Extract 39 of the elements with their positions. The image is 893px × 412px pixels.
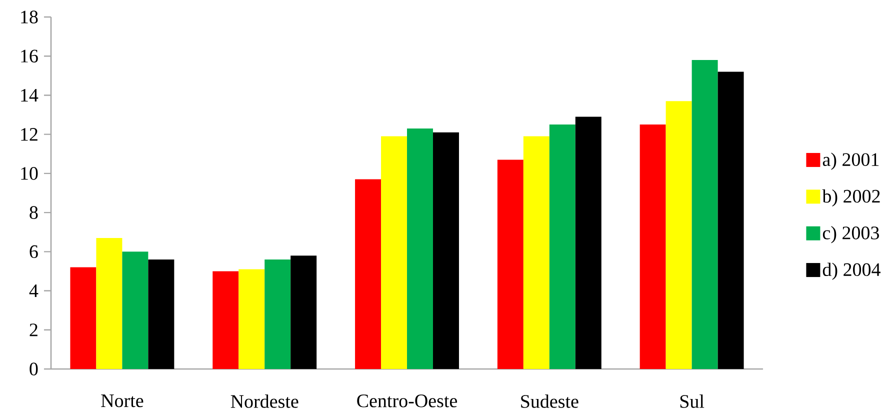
bar bbox=[122, 252, 148, 369]
bar bbox=[692, 60, 718, 369]
bar bbox=[407, 128, 433, 369]
bar bbox=[666, 101, 692, 369]
y-tick-label: 12 bbox=[21, 128, 38, 141]
bar bbox=[549, 124, 576, 369]
x-tick-label: Centro-Oeste bbox=[357, 394, 458, 408]
x-tick-label: Nordeste bbox=[230, 394, 298, 408]
bar bbox=[432, 132, 459, 369]
bar bbox=[575, 116, 602, 369]
y-tick-label: 16 bbox=[21, 50, 38, 62]
x-tick-label: Sudeste bbox=[521, 394, 578, 408]
bar bbox=[497, 160, 524, 369]
bar bbox=[212, 271, 239, 369]
legend-label: b) 2002 bbox=[822, 189, 880, 207]
bar bbox=[264, 259, 291, 369]
bar bbox=[381, 136, 408, 369]
y-tick-label: 10 bbox=[21, 167, 38, 180]
bar bbox=[70, 267, 96, 369]
x-tick-label: Sul bbox=[680, 394, 704, 408]
bar bbox=[640, 124, 666, 369]
y-tick-label: 4 bbox=[29, 284, 38, 298]
legend-label: d) 2004 bbox=[822, 262, 880, 280]
y-tick-label: 8 bbox=[30, 206, 38, 219]
bar bbox=[290, 256, 317, 369]
x-tick-label: Norte bbox=[101, 394, 144, 408]
bar bbox=[238, 269, 265, 369]
legend-label: a) 2001 bbox=[822, 152, 879, 170]
bar bbox=[355, 179, 382, 369]
bar bbox=[718, 72, 744, 369]
y-tick-label: 14 bbox=[21, 88, 38, 102]
legend-label: c) 2003 bbox=[822, 226, 879, 244]
y-tick-label: 18 bbox=[21, 10, 38, 24]
bar bbox=[96, 238, 122, 369]
bar bbox=[523, 136, 550, 369]
y-tick-label: 6 bbox=[30, 245, 38, 258]
y-tick-label: 0 bbox=[30, 362, 38, 376]
y-tick-label: 2 bbox=[30, 324, 38, 336]
bar bbox=[148, 259, 174, 369]
